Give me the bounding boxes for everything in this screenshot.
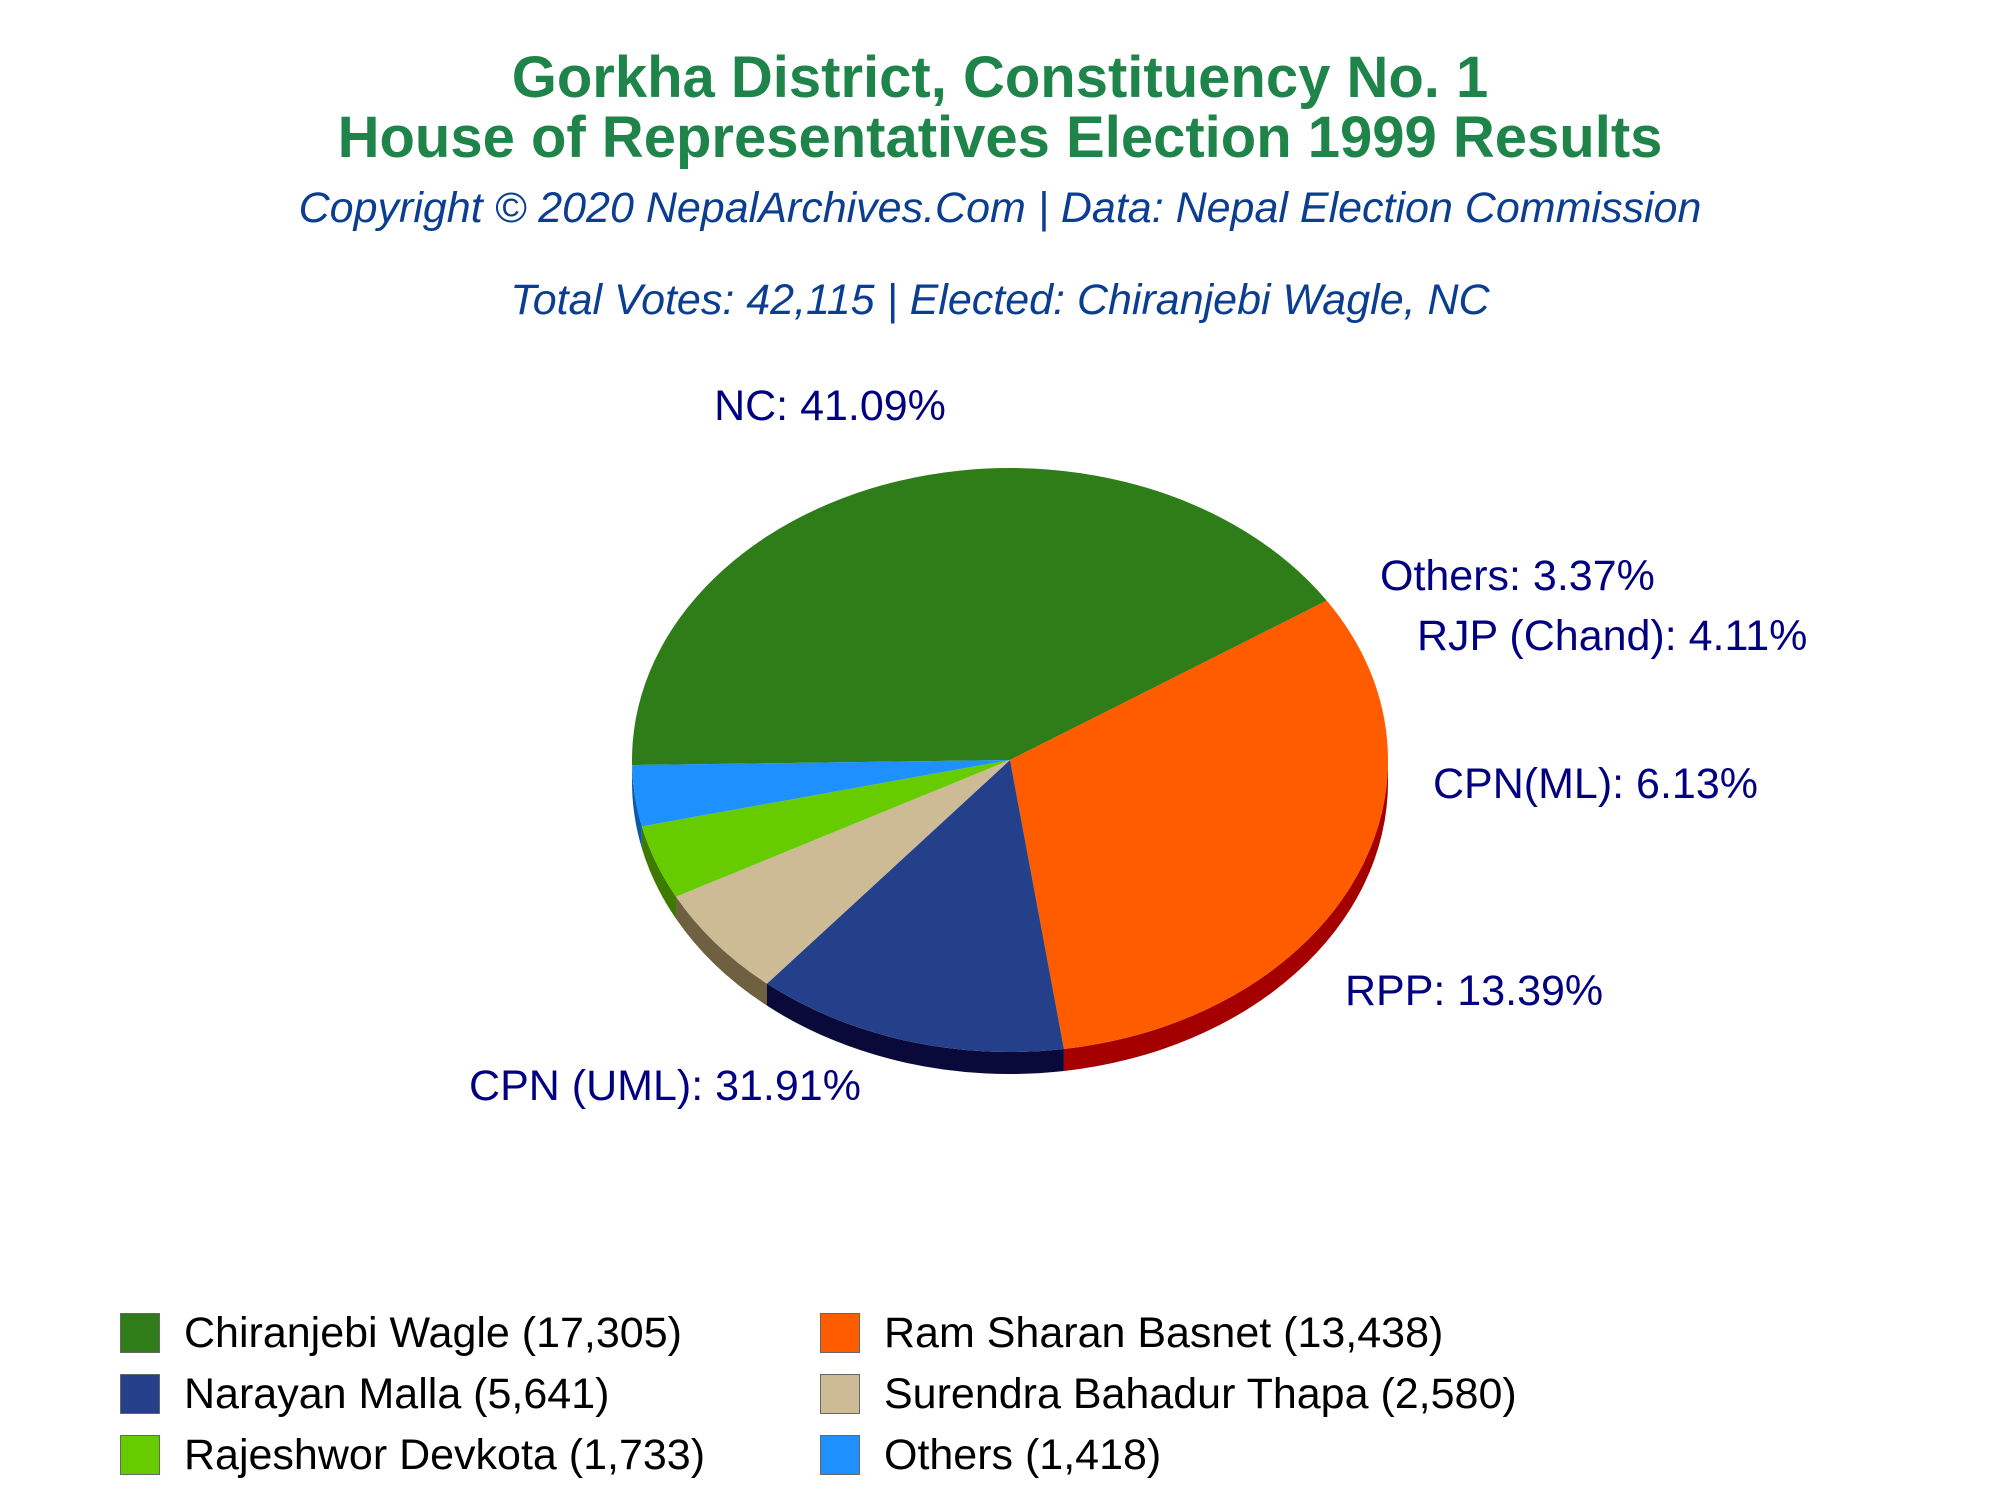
pie-labels-layer: NC: 41.09% CPN (UML): 31.91% RPP: 13.39% CP… — [469, 382, 1807, 1110]
slice-label: NC: 41.09% — [714, 382, 946, 430]
pie-slice[interactable] — [641, 760, 1010, 897]
legend-item: Ram Sharan Basnet (13,438) — [820, 1305, 1443, 1361]
pie-slice-side — [767, 983, 1064, 1074]
pie-slice-side — [1063, 760, 1388, 1072]
summary-line: Total Votes: 42,115 | Elected: Chiranjeb… — [510, 276, 1490, 324]
slice-label: RJP (Chand): 4.11% — [1417, 612, 1807, 660]
pie-slice-side — [641, 826, 677, 919]
slice-label: CPN (UML): 31.91% — [469, 1062, 861, 1110]
legend-swatch — [820, 1313, 860, 1353]
legend-swatch — [820, 1374, 860, 1414]
chart-title-line1: Gorkha District, Constituency No. 1 — [511, 45, 1489, 110]
chart-title-line2: House of Representatives Election 1999 R… — [337, 105, 1663, 170]
legend-swatch — [120, 1435, 160, 1475]
slice-label: Others: 3.37% — [1380, 552, 1655, 600]
legend-item: Chiranjebi Wagle (17,305) — [120, 1305, 682, 1361]
legend-swatch — [820, 1435, 860, 1475]
copyright-line: Copyright © 2020 NepalArchives.Com | Dat… — [298, 184, 1702, 232]
pie-slice[interactable] — [632, 467, 1327, 766]
pie-slice[interactable] — [632, 760, 1010, 827]
pie-slice-side — [676, 896, 768, 1006]
slice-label: RPP: 13.39% — [1345, 967, 1603, 1015]
legend-item: Surendra Bahadur Thapa (2,580) — [820, 1366, 1517, 1422]
pie-chart: NC: 41.09% CPN (UML): 31.91% RPP: 13.39% CP… — [469, 382, 1807, 1110]
pie-slice-side — [632, 765, 642, 849]
legend-label: Others (1,418) — [884, 1430, 1162, 1479]
pie-slice[interactable] — [1010, 600, 1388, 1050]
legend-label: Narayan Malla (5,641) — [184, 1369, 610, 1418]
legend-label: Surendra Bahadur Thapa (2,580) — [884, 1369, 1517, 1418]
legend-swatch — [120, 1313, 160, 1353]
legend-item: Rajeshwor Devkota (1,733) — [120, 1427, 705, 1483]
pie-side-layer — [632, 760, 1388, 1074]
legend-label: Ram Sharan Basnet (13,438) — [884, 1308, 1444, 1357]
pie-slice[interactable] — [767, 760, 1064, 1052]
legend: Chiranjebi Wagle (17,305) Ram Sharan Basn… — [120, 1305, 1980, 1485]
slice-label: CPN(ML): 6.13% — [1433, 760, 1758, 808]
legend-item: Others (1,418) — [820, 1427, 1161, 1483]
legend-item: Narayan Malla (5,641) — [120, 1366, 609, 1422]
legend-label: Rajeshwor Devkota (1,733) — [184, 1430, 706, 1479]
legend-swatch — [120, 1374, 160, 1414]
legend-label: Chiranjebi Wagle (17,305) — [184, 1308, 682, 1357]
pie-slice[interactable] — [676, 760, 1010, 984]
pie-top-layer — [632, 467, 1388, 1052]
